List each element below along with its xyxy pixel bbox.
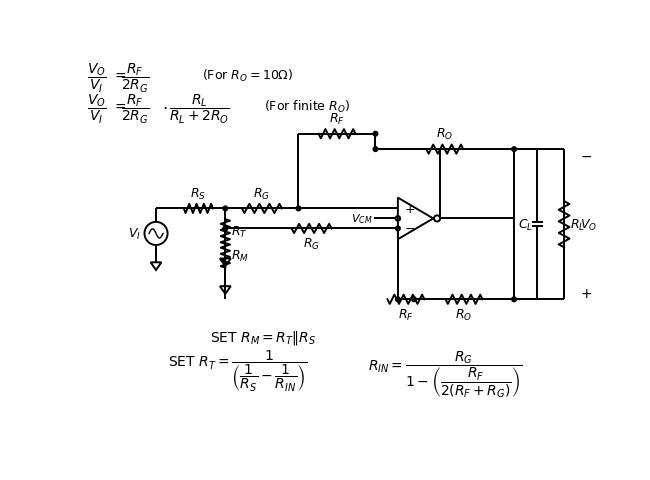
Text: $V_{CM}$: $V_{CM}$ — [351, 212, 372, 226]
Text: $\dfrac{R_F}{2R_G}$: $\dfrac{R_F}{2R_G}$ — [122, 61, 150, 95]
Circle shape — [373, 147, 378, 152]
Text: $R_M$: $R_M$ — [231, 248, 250, 264]
Text: $R_L$: $R_L$ — [570, 217, 585, 232]
Text: $R_O$: $R_O$ — [456, 307, 473, 323]
Text: $+$: $+$ — [580, 287, 592, 300]
Text: $\cdot$: $\cdot$ — [162, 98, 168, 116]
Circle shape — [396, 227, 400, 231]
Text: $R_F$: $R_F$ — [329, 112, 345, 127]
Circle shape — [411, 297, 416, 302]
Text: (For finite $R_O$): (For finite $R_O$) — [264, 98, 350, 114]
Text: $R_G$: $R_G$ — [303, 237, 320, 252]
Text: SET $R_T = \dfrac{1}{\left(\dfrac{1}{R_S} - \dfrac{1}{R_{IN}}\right)}$: SET $R_T = \dfrac{1}{\left(\dfrac{1}{R_S… — [168, 348, 307, 393]
Text: $R_G$: $R_G$ — [254, 186, 270, 201]
Text: $\dfrac{R_F}{2R_G}$: $\dfrac{R_F}{2R_G}$ — [122, 92, 150, 125]
Text: $R_S$: $R_S$ — [190, 186, 206, 201]
Text: $-$: $-$ — [580, 149, 592, 163]
Circle shape — [396, 297, 400, 302]
Text: $\dfrac{R_L}{R_L + 2R_O}$: $\dfrac{R_L}{R_L + 2R_O}$ — [169, 92, 230, 125]
Text: $\dfrac{V_O}{V_I}$: $\dfrac{V_O}{V_I}$ — [86, 61, 106, 95]
Text: $R_{IN} = \dfrac{R_G}{1 - \left(\dfrac{R_F}{2(R_F + R_G)}\right)}$: $R_{IN} = \dfrac{R_G}{1 - \left(\dfrac{R… — [368, 348, 523, 399]
Text: SET $R_M = R_T \| R_S$: SET $R_M = R_T \| R_S$ — [210, 328, 317, 346]
Text: $R_F$: $R_F$ — [398, 307, 414, 323]
Circle shape — [373, 132, 378, 137]
Circle shape — [223, 207, 227, 211]
Circle shape — [223, 227, 227, 231]
Text: $=$: $=$ — [112, 68, 127, 82]
Circle shape — [512, 297, 516, 302]
Text: $\dfrac{V_O}{V_I}$: $\dfrac{V_O}{V_I}$ — [86, 92, 106, 125]
Text: $V_O$: $V_O$ — [580, 217, 597, 232]
Text: $R_T$: $R_T$ — [231, 225, 248, 240]
Text: +: + — [405, 203, 415, 216]
Text: $V_I$: $V_I$ — [128, 227, 140, 241]
Circle shape — [512, 147, 516, 152]
Text: (For $R_O = 10\Omega$): (For $R_O = 10\Omega$) — [202, 68, 294, 84]
Text: $C_L$: $C_L$ — [518, 217, 534, 232]
Text: $=$: $=$ — [112, 98, 127, 112]
Text: −: − — [405, 222, 415, 235]
Text: $R_O$: $R_O$ — [436, 127, 454, 142]
Circle shape — [296, 207, 301, 211]
